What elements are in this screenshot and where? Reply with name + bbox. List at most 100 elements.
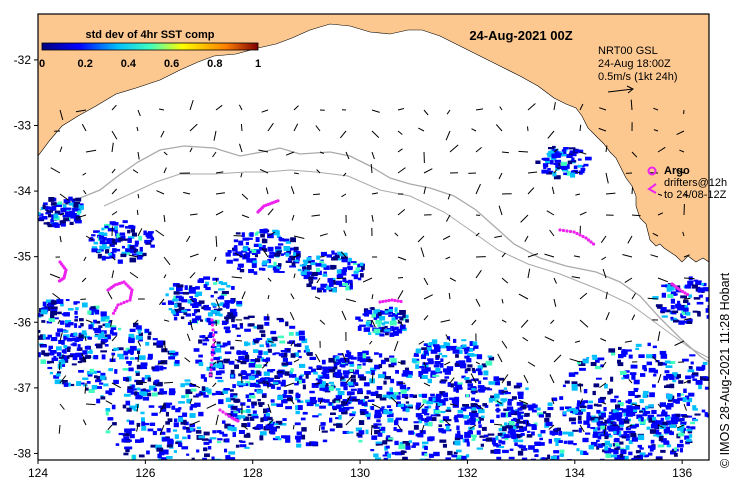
sst-cell [365, 371, 372, 374]
current-vector [293, 123, 299, 132]
sst-cell [596, 439, 600, 442]
sst-cell [94, 334, 100, 338]
sst-cell [513, 426, 518, 430]
x-tick-label: 136 [672, 466, 692, 480]
sst-cell [669, 431, 674, 436]
sst-cell [612, 422, 617, 426]
sst-cell [205, 281, 210, 286]
sst-cell [166, 403, 171, 409]
drifter-point [209, 363, 214, 367]
current-vector [267, 294, 270, 300]
sst-cell [500, 412, 506, 418]
sst-cell [262, 358, 268, 362]
sst-cell [277, 250, 282, 253]
sst-cell [129, 420, 135, 425]
sst-cell [384, 329, 391, 332]
sst-cell [327, 386, 334, 391]
sst-cell [494, 399, 499, 403]
sst-cell [456, 430, 461, 435]
current-vector [657, 146, 666, 153]
sst-cell [80, 357, 86, 363]
sst-cell [112, 422, 117, 426]
sst-cell [57, 328, 63, 333]
sst-cell [216, 343, 222, 347]
sst-cell [48, 213, 51, 218]
sst-cell [210, 294, 214, 298]
sst-cell [158, 457, 162, 460]
sst-cell [630, 433, 637, 438]
sst-cell [392, 330, 399, 335]
sst-cell [365, 309, 373, 315]
sst-cell [476, 430, 481, 435]
current-vector [652, 232, 659, 237]
current-vector [548, 424, 555, 430]
sst-cell [614, 447, 620, 450]
sst-cell [377, 324, 381, 328]
sst-cell [49, 206, 54, 211]
sst-cell [167, 300, 175, 305]
sst-cell [62, 380, 68, 385]
sst-cell [665, 405, 672, 410]
current-vector [290, 293, 295, 300]
sst-cell [586, 357, 590, 360]
sst-cell [165, 402, 173, 405]
sst-cell [38, 312, 41, 317]
sst-cell [254, 254, 258, 258]
sst-cell [272, 437, 279, 441]
sst-cell [383, 409, 389, 415]
sst-cell [285, 241, 291, 244]
sst-cell [335, 356, 340, 360]
sst-cell [329, 428, 335, 432]
sst-cell [249, 382, 256, 387]
x-tick-label: 124 [28, 466, 48, 480]
sst-cell [166, 428, 171, 433]
sst-cell [538, 414, 542, 417]
sst-cell [491, 440, 496, 445]
sst-cell [353, 262, 358, 265]
sst-cell [294, 377, 301, 382]
sst-cell [67, 213, 74, 217]
sst-cell [263, 383, 269, 387]
sst-cell [112, 229, 118, 232]
sst-cell [209, 437, 217, 440]
sst-cell [613, 449, 619, 455]
sst-cell [199, 335, 206, 338]
sst-cell [101, 255, 106, 261]
current-vector [235, 339, 243, 342]
sst-cell [581, 450, 587, 455]
sst-cell [597, 357, 605, 361]
sst-cell [648, 367, 656, 373]
sst-cell [60, 207, 67, 213]
current-vector [157, 361, 165, 365]
sst-cell [308, 366, 313, 370]
sst-cell [232, 247, 236, 250]
sst-cell [335, 388, 341, 391]
sst-cell [216, 441, 222, 444]
current-vector [267, 277, 272, 282]
sst-cell [343, 374, 349, 379]
current-vector [471, 319, 477, 326]
sst-cell [602, 449, 606, 453]
sst-cell [691, 374, 695, 379]
sst-cell [245, 373, 252, 377]
sst-cell [239, 253, 244, 258]
sst-cell [137, 349, 141, 354]
current-vector [111, 168, 116, 174]
sst-cell [223, 303, 230, 308]
drifter-point [116, 303, 120, 307]
sst-cell [419, 458, 426, 460]
current-vector [137, 193, 140, 199]
sst-cell [128, 333, 135, 337]
sst-cell [548, 438, 552, 444]
sst-cell [706, 315, 709, 319]
sst-cell [109, 221, 116, 225]
sst-cell [270, 431, 276, 435]
sst-cell [508, 412, 512, 417]
sst-cell [553, 175, 561, 180]
sst-cell [282, 394, 287, 399]
sst-cell [108, 368, 113, 372]
sst-cell [597, 427, 601, 431]
sst-cell [227, 413, 233, 416]
drifter-point [129, 293, 133, 297]
current-vector [553, 354, 562, 363]
